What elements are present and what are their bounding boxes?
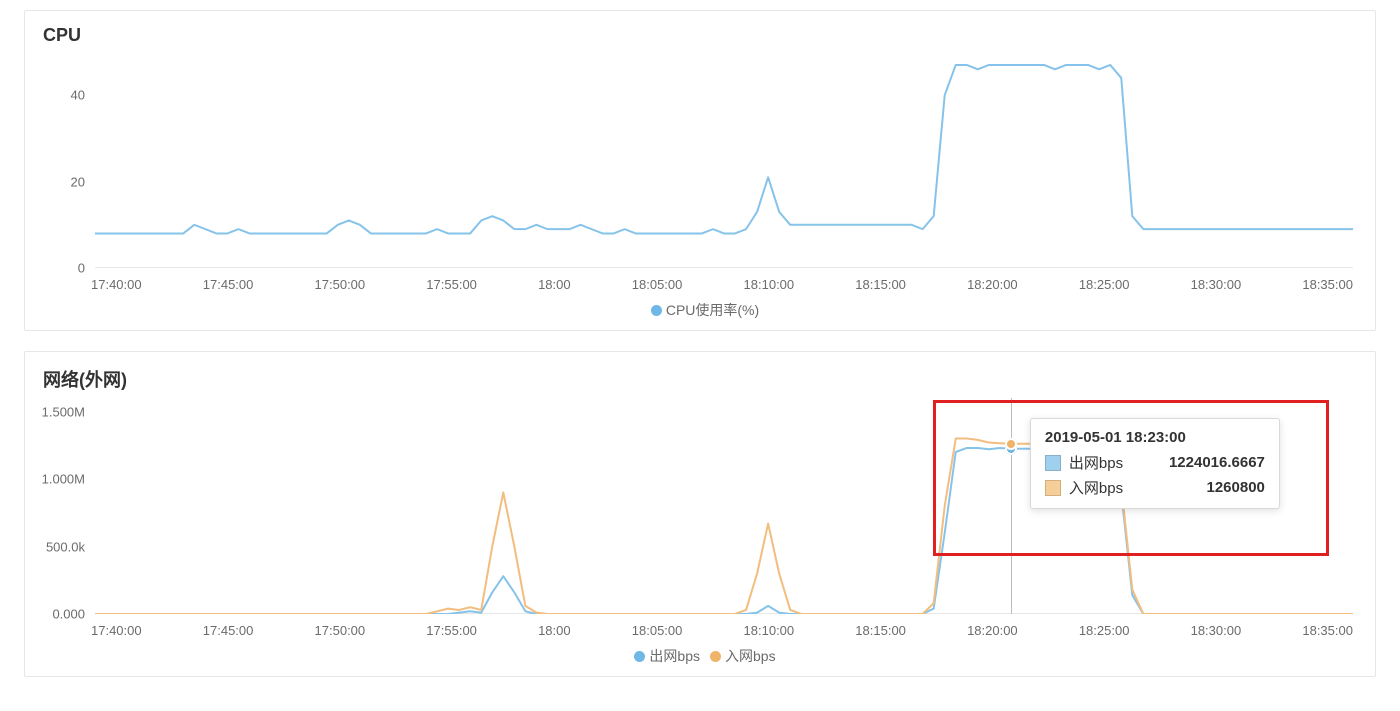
x-tick-label: 18:10:00: [744, 277, 795, 292]
cpu-legend[interactable]: CPU使用率(%): [41, 292, 1359, 320]
y-tick-label: 20: [71, 174, 85, 189]
hover-marker-inbound: [1005, 438, 1017, 450]
x-tick-label: 17:40:00: [91, 277, 142, 292]
x-tick-label: 18:25:00: [1079, 623, 1130, 638]
x-tick-label: 18:15:00: [855, 277, 906, 292]
x-tick-label: 18:00: [538, 277, 571, 292]
x-tick-label: 18:05:00: [632, 277, 683, 292]
tooltip-value-outbound: 1224016.6667: [1139, 454, 1265, 471]
tooltip-label-outbound: 出网bps: [1069, 452, 1123, 473]
tooltip-value-inbound: 1260800: [1139, 479, 1265, 496]
y-tick-label: 0: [78, 261, 85, 276]
x-tick-label: 18:25:00: [1079, 277, 1130, 292]
tooltip-row: 出网bps 1224016.6667: [1045, 452, 1265, 473]
tooltip-label-inbound: 入网bps: [1069, 477, 1123, 498]
x-tick-label: 18:10:00: [744, 623, 795, 638]
network-y-axis: 0.000 500.0k 1.000M 1.500M: [41, 398, 89, 638]
cpu-panel-title: CPU: [43, 25, 1359, 46]
x-tick-label: 18:35:00: [1302, 277, 1353, 292]
cpu-chart-area[interactable]: 0 20 40 17:40:00 17:45:00 17:50:00 17:55:00 18…: [41, 52, 1359, 292]
x-tick-label: 18:20:00: [967, 623, 1018, 638]
y-tick-label: 0.000: [52, 607, 85, 622]
legend-dot-icon: [710, 651, 721, 662]
cpu-y-axis: 0 20 40: [41, 52, 89, 292]
x-tick-label: 17:55:00: [426, 277, 477, 292]
x-tick-label: 18:35:00: [1302, 623, 1353, 638]
x-tick-label: 18:00: [538, 623, 571, 638]
x-tick-label: 17:45:00: [203, 623, 254, 638]
cpu-panel: CPU 0 20 40 17:40:00 17:45:00 17:50:00 17:55:…: [24, 10, 1376, 331]
y-tick-label: 1.000M: [42, 472, 85, 487]
hover-tooltip: 2019-05-01 18:23:00 出网bps 1224016.6667 入…: [1030, 418, 1280, 509]
y-tick-label: 500.0k: [46, 539, 85, 554]
network-panel-title: 网络(外网): [43, 366, 1359, 392]
legend-label[interactable]: CPU使用率(%): [666, 302, 759, 318]
x-tick-label: 18:05:00: [632, 623, 683, 638]
network-panel: 网络(外网) 0.000500.0k1.000M1.500M 17:40:001…: [24, 351, 1376, 677]
y-tick-label: 40: [71, 88, 85, 103]
x-tick-label: 17:50:00: [315, 623, 366, 638]
legend-dot-icon: [634, 651, 645, 662]
x-tick-label: 17:40:00: [91, 623, 142, 638]
tooltip-swatch-inbound: [1045, 480, 1061, 496]
network-x-axis: 17:40:00 17:45:00 17:50:00 17:55:00 18:00 18:…: [91, 619, 1353, 638]
tooltip-row: 入网bps 1260800: [1045, 477, 1265, 498]
x-tick-label: 18:30:00: [1191, 277, 1242, 292]
legend-dot-icon: [651, 305, 662, 316]
cpu-x-axis: 17:40:00 17:45:00 17:50:00 17:55:00 18:00 18:…: [91, 273, 1353, 292]
tooltip-swatch-outbound: [1045, 455, 1061, 471]
x-tick-label: 17:55:00: [426, 623, 477, 638]
x-tick-label: 18:30:00: [1191, 623, 1242, 638]
x-tick-label: 18:15:00: [855, 623, 906, 638]
y-tick-label: 1.500M: [42, 404, 85, 419]
x-tick-label: 17:50:00: [315, 277, 366, 292]
network-legend[interactable]: 出网bps 入网bps: [41, 638, 1359, 666]
cpu-plot: [95, 52, 1353, 268]
x-tick-label: 18:20:00: [967, 277, 1018, 292]
legend-label[interactable]: 出网bps: [649, 648, 700, 664]
hover-guideline: [1011, 398, 1012, 614]
dashboard-wrap: CPU 0 20 40 17:40:00 17:45:00 17:50:00 17:55:…: [0, 0, 1400, 707]
legend-label[interactable]: 入网bps: [725, 648, 776, 664]
x-tick-label: 17:45:00: [203, 277, 254, 292]
tooltip-timestamp: 2019-05-01 18:23:00: [1045, 429, 1265, 446]
